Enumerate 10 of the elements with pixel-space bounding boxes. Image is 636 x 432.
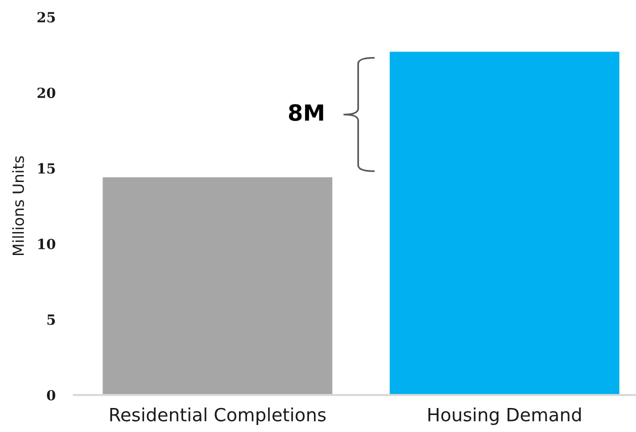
- y-tick-label: 20: [38, 88, 56, 98]
- x-tick-label: Residential Completions: [110, 408, 326, 425]
- annotation: 8M: [288, 104, 324, 121]
- x-tick-label: Housing Demand: [428, 408, 581, 425]
- y-tick-label: 15: [38, 163, 55, 174]
- y-tick-label: 5: [47, 314, 55, 325]
- y-tick-label: 0: [46, 390, 56, 400]
- y-tick-label: 10: [38, 238, 56, 250]
- y-tick-label: 25: [38, 12, 55, 22]
- y-axis-title: Millions Units: [12, 156, 24, 256]
